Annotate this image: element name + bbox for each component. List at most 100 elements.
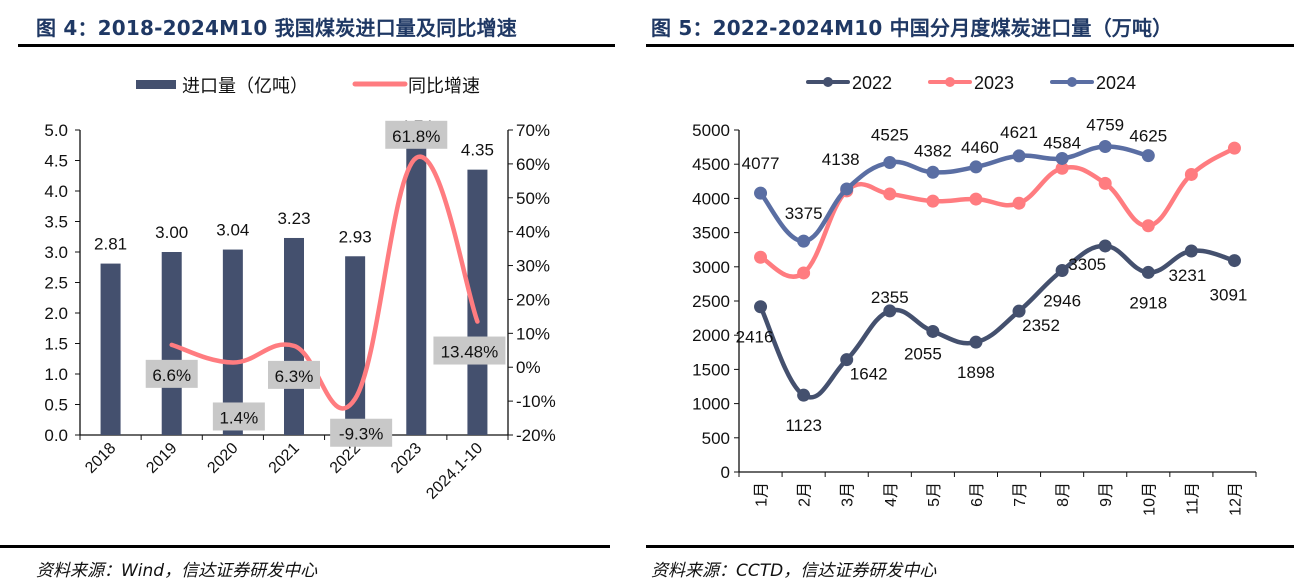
- x-tick-label: 11月: [1184, 482, 1201, 515]
- left-y-tick-label: 1.5: [44, 335, 68, 354]
- y-tick-label: 4500: [692, 155, 730, 174]
- data-label-2024: 4077: [742, 154, 780, 173]
- data-label-2024: 4584: [1043, 133, 1081, 152]
- x-tick-label: 2月: [797, 482, 814, 507]
- point-2024: [883, 155, 897, 169]
- data-label-2022: 1898: [957, 363, 995, 382]
- yoy-data-label: 1.4%: [219, 408, 258, 427]
- x-tick-label: 2019: [143, 440, 180, 477]
- data-label-2024: 4621: [1000, 123, 1038, 142]
- right-y-tick-label: -10%: [516, 392, 556, 411]
- point-2023: [1141, 219, 1155, 233]
- x-tick-label: 8月: [1055, 482, 1072, 507]
- x-tick-label: 4月: [883, 482, 900, 507]
- bar-import-volume: [100, 263, 121, 435]
- data-label-2022: 2352: [1022, 316, 1060, 335]
- monthly-import-chart: 2022 2023 2024 0 500 1000 1500 2000 2500 3000 3500…: [692, 73, 1257, 516]
- left-y-tick-label: 2.5: [44, 274, 68, 293]
- y-tick-label: 0: [721, 463, 730, 482]
- yoy-growth-line: [169, 154, 480, 411]
- x-tick-label: 3月: [840, 482, 857, 507]
- point-2022: [1227, 254, 1241, 268]
- bar-data-label: 3.04: [216, 221, 249, 240]
- y-tick-label: 2000: [692, 326, 730, 345]
- data-label-2022: 2918: [1129, 293, 1167, 312]
- x-tick-label: 1月: [754, 482, 771, 507]
- point-2022: [926, 324, 940, 338]
- yoy-label-bg: [433, 336, 506, 365]
- left-y-tick-label: 3.0: [44, 243, 68, 262]
- legend-marker-2024: [1067, 77, 1077, 87]
- data-label-2022: 3231: [1168, 266, 1206, 285]
- data-label-2024: 4625: [1129, 127, 1167, 146]
- figure-4-title: 图 4：2018-2024M10 我国煤炭进口量及同比增速: [36, 16, 518, 40]
- point-2023: [1227, 141, 1241, 155]
- data-label-2022: 2355: [871, 288, 909, 307]
- x-tick-label: 6月: [969, 482, 986, 507]
- figure-4-panel: 图 4：2018-2024M10 我国煤炭进口量及同比增速 进口量（亿吨） 同比增…: [0, 0, 620, 584]
- data-label-2024: 4759: [1086, 115, 1124, 134]
- point-2023: [1098, 176, 1112, 190]
- point-2024: [969, 160, 983, 174]
- legend-bar-label: 进口量（亿吨）: [182, 76, 308, 96]
- right-y-tick-label: 70%: [516, 121, 550, 140]
- point-2024: [1141, 149, 1155, 163]
- y-tick-label: 3000: [692, 258, 730, 277]
- legend-label-2024: 2024: [1096, 73, 1136, 93]
- yoy-label-bg: [212, 402, 265, 431]
- point-2022: [1098, 239, 1112, 253]
- data-label-2022: 3091: [1210, 286, 1248, 305]
- y-tick-label: 3500: [692, 224, 730, 243]
- left-y-tick-label: 5.0: [44, 121, 68, 140]
- point-2024: [926, 165, 940, 179]
- yoy-data-label: 61.8%: [392, 127, 440, 146]
- data-label-2024: 3375: [785, 204, 823, 223]
- x-tick-label: 2024.1-10: [423, 440, 486, 503]
- left-y-tick-label: 2.0: [44, 304, 68, 323]
- bar-data-label: 4.35: [461, 141, 494, 160]
- right-y-tick-label: 10%: [516, 324, 550, 343]
- legend-bar-swatch: [136, 80, 176, 89]
- point-2022: [1055, 263, 1069, 277]
- x-tick-label: 2020: [204, 440, 241, 477]
- right-y-tick-label: 0%: [516, 358, 541, 377]
- y-tick-label: 4000: [692, 189, 730, 208]
- figure-4-source: 资料来源：Wind，信达证券研发中心: [36, 561, 318, 581]
- x-tick-label: 2018: [82, 440, 119, 477]
- right-y-tick-label: 60%: [516, 155, 550, 174]
- bar-import-volume: [406, 145, 427, 436]
- left-y-tick-label: 4.5: [44, 152, 68, 171]
- y-tick-label: 2500: [692, 292, 730, 311]
- right-y-tick-label: -20%: [516, 426, 556, 445]
- bar-import-volume: [284, 237, 304, 435]
- point-2023: [926, 194, 940, 208]
- point-2023: [1184, 167, 1198, 181]
- figure-5-panel: 图 5：2022-2024M10 中国分月度煤炭进口量（万吨） 2022 2023…: [640, 0, 1298, 584]
- point-2022: [754, 300, 768, 314]
- left-y-tick-label: 4.0: [44, 182, 68, 201]
- point-2024: [840, 182, 854, 196]
- data-label-2022: 2416: [736, 328, 774, 347]
- point-2023: [883, 187, 897, 201]
- y-tick-label: 1500: [692, 360, 730, 379]
- right-y-tick-label: 40%: [516, 223, 550, 242]
- data-label-2022: 3305: [1068, 255, 1106, 274]
- right-y-tick-label: 50%: [516, 189, 550, 208]
- legend-marker-2022: [823, 77, 833, 87]
- x-tick-label: 2021: [266, 440, 303, 477]
- legend-marker-2023: [945, 77, 955, 87]
- left-y-tick-label: 0.5: [44, 396, 68, 415]
- yoy-data-label: 6.6%: [152, 366, 191, 385]
- data-label-2022: 2946: [1043, 291, 1081, 310]
- left-y-tick-label: 1.0: [44, 365, 68, 384]
- legend-label-2022: 2022: [852, 73, 892, 93]
- data-label-2024: 4525: [871, 125, 909, 144]
- left-y-tick-label: 3.5: [44, 213, 68, 232]
- point-2024: [1012, 149, 1026, 163]
- point-2022: [883, 304, 897, 318]
- x-tick-label: 7月: [1012, 482, 1029, 507]
- yoy-data-label: -9.3%: [339, 425, 383, 444]
- point-2023: [1012, 196, 1026, 210]
- point-2022: [1141, 265, 1155, 279]
- point-2022: [840, 353, 854, 367]
